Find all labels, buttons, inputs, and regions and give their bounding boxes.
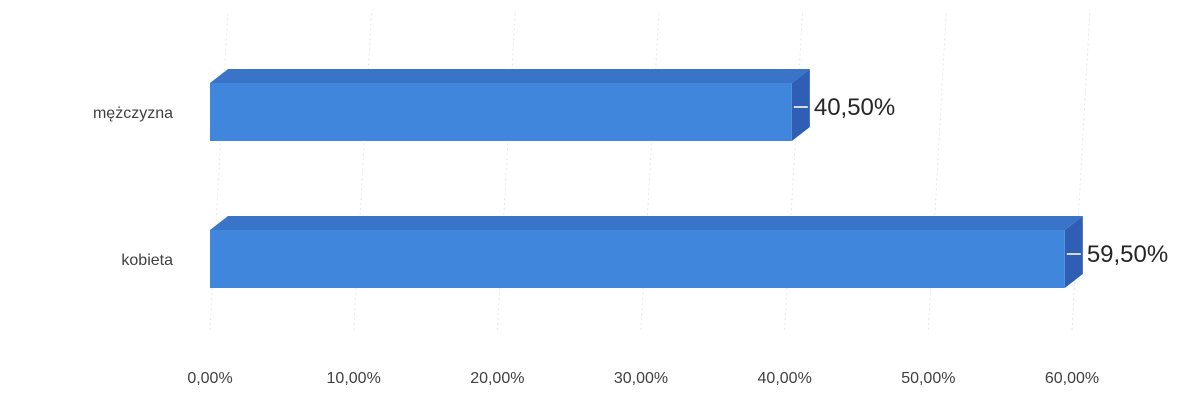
x-tick-label: 30,00% (614, 370, 668, 387)
x-tick-label: 50,00% (901, 370, 955, 387)
gridlines (209, 9, 1091, 331)
bar-side-face (791, 69, 810, 141)
gridline (353, 9, 373, 331)
gridline (927, 9, 947, 331)
x-tick-label: 20,00% (470, 370, 524, 387)
labels: 0,00% 10,00% 20,00% 30,00% 40,00% 50,00% 60,00… (93, 94, 1168, 387)
category-label: kobieta (121, 252, 173, 269)
gridline (1071, 9, 1091, 331)
gridline (209, 9, 229, 331)
bar-top-face (210, 216, 1083, 230)
x-tick-label: 10,00% (327, 370, 381, 387)
data-label: 40,50% (814, 94, 895, 121)
bar-side-face (1064, 216, 1083, 288)
bar (210, 230, 1065, 288)
gridline (784, 9, 804, 331)
bar (210, 83, 792, 141)
bars (210, 69, 1083, 288)
x-tick-label: 60,00% (1045, 370, 1099, 387)
gridline (496, 9, 516, 331)
bar-top-face (210, 69, 810, 83)
x-tick-label: 40,00% (758, 370, 812, 387)
category-label: mężczyzna (93, 105, 173, 122)
x-tick-label: 0,00% (187, 370, 232, 387)
data-label: 59,50% (1087, 241, 1168, 268)
gridline (640, 9, 660, 331)
